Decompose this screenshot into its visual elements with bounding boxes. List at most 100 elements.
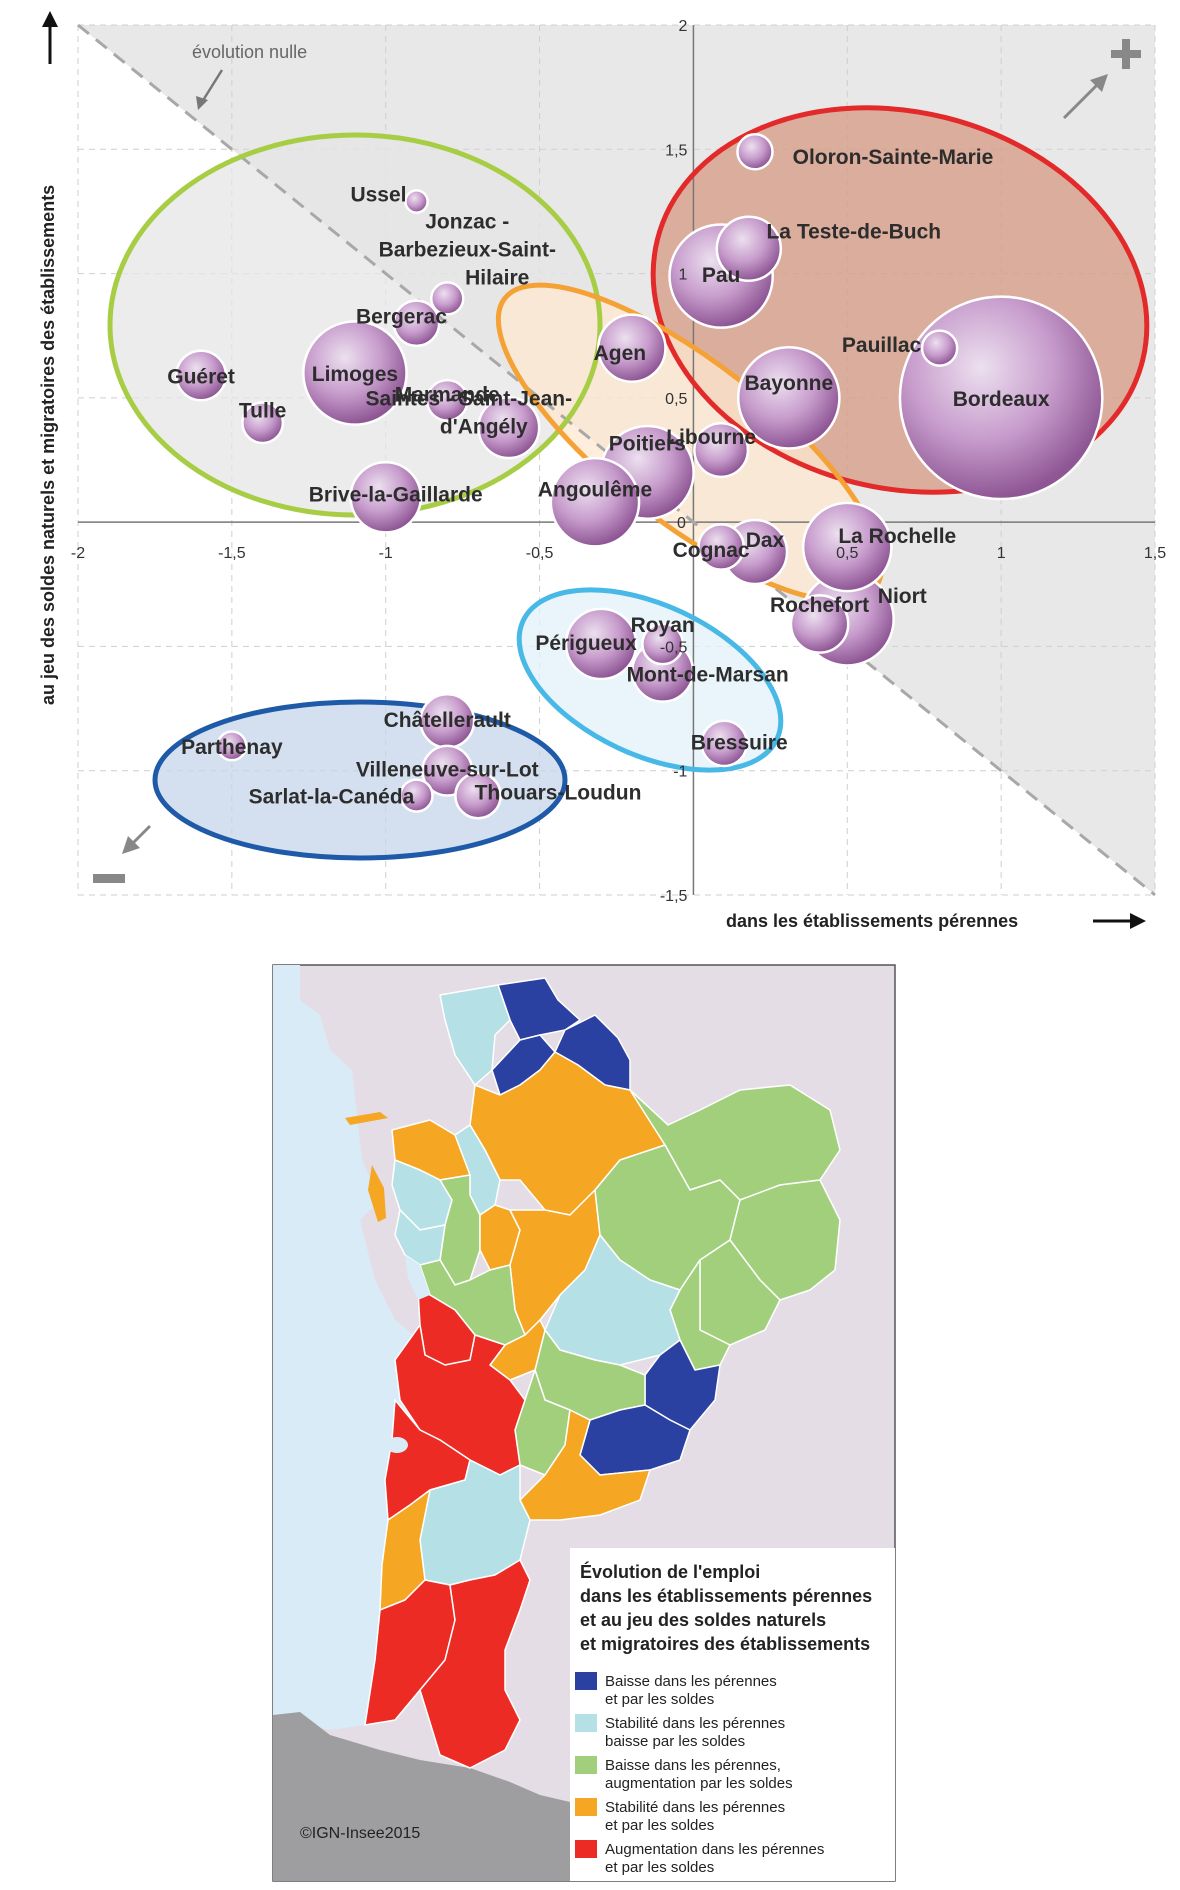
minus-arrowhead-icon (122, 836, 140, 854)
plus-arrowhead-icon (1090, 74, 1108, 92)
legend-item-label: et par les soldes (605, 1817, 714, 1834)
city-labels: Oloron-Sainte-Marie La Teste-de-Buch Pau Pa… (167, 146, 1050, 809)
x-tick-label: 0 (677, 515, 686, 532)
bubble-thouars-loudun (454, 771, 502, 820)
city-label: Niort (878, 585, 927, 608)
legend-title-line: et migratoires des établissements (580, 1634, 870, 1654)
bubble-oloron-sainte-marie (736, 132, 774, 171)
group-ellipse-border (516, 587, 784, 773)
x-arrowhead-icon (1130, 913, 1146, 929)
bubble-pauillac (920, 329, 959, 367)
city-label: Villeneuve-sur-Lot (356, 759, 539, 782)
x-tick-label: -2 (71, 545, 85, 562)
legend-item-label: Baisse dans les pérennes (605, 1673, 777, 1690)
bubble-marmande (425, 378, 469, 422)
plus-arrow (1062, 82, 1100, 120)
city-label: La Rochelle (838, 525, 956, 548)
y-tick-label: 1,5 (665, 142, 687, 159)
city-label: Saintes - Saint-Jean- (366, 388, 573, 411)
city-label: Oloron-Sainte-Marie (793, 146, 994, 169)
bubble-libourne (693, 422, 750, 479)
bubble-cognac (697, 523, 746, 571)
gironde-estuary (405, 1255, 430, 1300)
region-dax (379, 1489, 431, 1611)
city-label: Barbezieux-Saint- (379, 238, 556, 261)
reference-line-pointer (200, 69, 224, 103)
bubble-brive-la-gaillarde (349, 460, 423, 534)
city-label: Angoulême (538, 478, 652, 501)
bubble-bressuire (700, 719, 749, 768)
legend-items: Baisse dans les pérennes et par les solde… (575, 1672, 824, 1876)
bubble-limoges (302, 320, 408, 426)
city-label: Sarlat-la-Canéda (249, 786, 415, 809)
legend-swatch (575, 1672, 597, 1690)
legend-title-line: Évolution de l'emploi (580, 1561, 760, 1582)
city-label: Marmande (395, 383, 500, 406)
y-axis-title: au jeu des soldes naturels et migratoire… (38, 185, 58, 705)
map-credit: ©IGN-Insee2015 (300, 1825, 420, 1842)
city-label: Pau (702, 264, 741, 287)
reference-arrowhead-icon (196, 96, 208, 110)
legend-item-label: augmentation par les soldes (605, 1775, 793, 1792)
y-tick-label: 0,5 (665, 391, 687, 408)
bubble-ussel (404, 189, 429, 214)
y-tick-label: 2 (679, 18, 688, 35)
bubble-jonzac-barbezieux-saint-hilaire (430, 281, 465, 316)
city-label: Ussel (350, 183, 406, 206)
legend-item-label: Baisse dans les pérennes, (605, 1757, 781, 1774)
city-label: Mont-de-Marsan (627, 663, 789, 686)
map-legend: Évolution de l'emploi dans les établissem… (570, 1548, 895, 1881)
city-label: Bressuire (691, 731, 788, 754)
group-ellipse-border (650, 105, 1150, 495)
x-tick-label: 0,5 (836, 545, 858, 562)
city-label: Guéret (167, 365, 235, 388)
city-label: Périgueux (535, 632, 637, 655)
city-label: Pauillac (842, 334, 922, 357)
city-label: La Teste-de-Buch (766, 221, 941, 244)
bubble-chart: -2 -1,5 -1 -0,5 0 0,5 1 1,5 -1,5 -1 -0,5 0,5 1 1,5 2 O… (38, 11, 1166, 931)
city-label: Brive-la-Gaillarde (309, 483, 483, 506)
legend-item-label: et par les soldes (605, 1859, 714, 1876)
bubble-bergerac (392, 299, 441, 348)
x-tick-label: 1 (997, 545, 1006, 562)
bubble-rochefort (789, 594, 850, 654)
bubble-la-rochelle (801, 501, 893, 593)
legend-title-line: et au jeu des soldes naturels (580, 1610, 826, 1630)
legend-item-label: Stabilité dans les pérennes (605, 1799, 785, 1816)
y-tick-label: -1 (673, 764, 687, 781)
city-label: Limoges (312, 363, 398, 386)
legend-item-label: Augmentation dans les pérennes (605, 1841, 824, 1858)
legend-swatch (575, 1714, 597, 1732)
x-tick-label: -1,5 (218, 545, 246, 562)
legend-item-label: baisse par les soldes (605, 1733, 745, 1750)
city-label: Agen (594, 342, 647, 365)
ile-de-re (345, 1112, 388, 1125)
bubble-sarlat-la-can-da (399, 778, 434, 813)
bubble-parthenay (216, 730, 248, 762)
arcachon-basin (386, 1437, 408, 1453)
legend-item-label: Stabilité dans les pérennes (605, 1715, 785, 1732)
bubble-bayonne (736, 346, 841, 450)
bubble-angoul-me (549, 456, 641, 548)
city-label: Cognac (673, 539, 750, 562)
region-pau-oloron (419, 1559, 531, 1769)
y-tick-label: -0,5 (660, 639, 688, 656)
city-label: Jonzac - (425, 210, 509, 233)
group-ellipse-border (152, 699, 568, 861)
legend-swatch (575, 1798, 597, 1816)
city-label: Bergerac (356, 305, 447, 328)
map-regions (364, 977, 841, 1769)
y-tick-label: -1,5 (660, 888, 688, 905)
city-label: Royan (631, 614, 695, 637)
city-label: Rochefort (770, 594, 869, 617)
x-axis-title: dans les établissements pérennes (726, 911, 1018, 931)
legend-swatch (575, 1756, 597, 1774)
x-tick-label: -0,5 (526, 545, 554, 562)
city-label: Poitiers (609, 432, 686, 455)
legend-box (570, 1548, 895, 1881)
legend-title: Évolution de l'emploi dans les établissem… (580, 1561, 872, 1654)
region-map: Évolution de l'emploi dans les établissem… (272, 964, 896, 1882)
bubbles (175, 132, 1104, 820)
city-label: Parthenay (181, 736, 283, 759)
bubble-agen (597, 313, 667, 383)
